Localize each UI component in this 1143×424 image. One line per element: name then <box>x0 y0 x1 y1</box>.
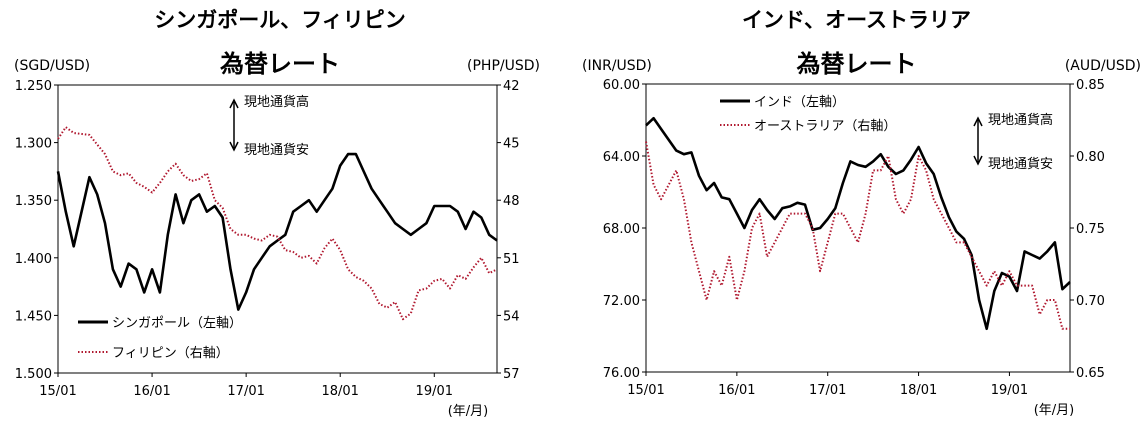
left-tick-label: 1.450 <box>15 309 52 324</box>
left-tick-label: 76.00 <box>603 366 640 381</box>
series-line-left-axis <box>56 152 498 311</box>
x-tick-label: 19/01 <box>416 384 453 399</box>
x-tick-label: 19/01 <box>991 383 1028 398</box>
right-tick-label: 42 <box>503 79 520 94</box>
left-tick-label: 1.500 <box>15 367 52 382</box>
chart-title-line1: インド、オーストラリア <box>741 8 972 32</box>
left-tick-label: 1.400 <box>15 252 52 267</box>
annotation-arrow-down-head <box>973 155 983 166</box>
chart-title-line2: 為替レート <box>796 50 917 78</box>
annotation-arrow-up-head <box>973 116 983 127</box>
chart-title-line2: 為替レート <box>220 50 340 78</box>
x-tick-label: 18/01 <box>900 383 937 398</box>
chart-svg-left: 1.250 1.300 1.350 1.400 1.450 1.500 42 45 48 51 54… <box>15 79 520 419</box>
legend-label: シンガポール（左軸） <box>112 316 242 331</box>
right-axis-unit: (PHP/USD) <box>467 58 540 74</box>
left-tick-label: 1.300 <box>15 137 52 152</box>
right-tick-label: 51 <box>503 252 520 267</box>
chart-svg-right: 60.00 64.00 68.00 72.00 76.00 0.85 0.80 0.75 0.7… <box>603 78 1105 418</box>
annotation-up-label: 現地通貨高 <box>988 112 1053 128</box>
right-axis-unit: (AUD/USD) <box>1064 58 1141 74</box>
x-tick-label: 15/01 <box>39 384 76 399</box>
x-tick-label: 16/01 <box>133 384 170 399</box>
x-tick-label: 17/01 <box>227 384 264 399</box>
left-tick-label: 1.250 <box>15 79 52 94</box>
right-tick-label: 0.80 <box>1076 150 1105 165</box>
right-tick-label: 0.70 <box>1076 294 1105 309</box>
series-line-left-axis <box>645 116 1071 331</box>
chart-title-line1: シンガポール、フィリピン <box>154 8 406 32</box>
left-tick-label: 60.00 <box>603 78 640 93</box>
left-tick-label: 1.350 <box>15 194 52 209</box>
right-tick-label: 45 <box>503 137 520 152</box>
right-tick-label: 57 <box>503 367 520 382</box>
right-tick-label: 48 <box>503 194 520 209</box>
right-tick-label: 0.85 <box>1076 78 1105 93</box>
right-tick-label: 0.65 <box>1076 366 1105 381</box>
x-axis-unit: (年/月) <box>1034 403 1075 418</box>
chart-panel-right: インド、オーストラリア 為替レート (INR/USD) (AUD/USD) 60… <box>570 0 1143 424</box>
annotation-down-label: 現地通貨安 <box>244 142 309 158</box>
x-tick-label: 15/01 <box>627 383 664 398</box>
right-tick-label: 0.75 <box>1076 222 1105 237</box>
left-tick-label: 64.00 <box>603 150 640 165</box>
annotation-up-label: 現地通貨高 <box>244 94 309 110</box>
series-line-right-axis <box>645 141 1070 330</box>
x-tick-label: 17/01 <box>809 383 846 398</box>
left-tick-label: 72.00 <box>603 294 640 309</box>
x-tick-label: 16/01 <box>718 383 755 398</box>
right-tick-label: 54 <box>503 309 520 324</box>
legend-label: フィリピン（右軸） <box>112 346 229 361</box>
chart-panel-left: シンガポール、フィリピン 為替レート (SGD/USD) (PHP/USD) 1… <box>0 0 560 424</box>
legend-label: オーストラリア（右軸） <box>754 119 896 134</box>
left-axis-unit: (INR/USD) <box>582 58 652 74</box>
plot-frame <box>57 84 498 374</box>
annotation-arrow-up-head <box>229 98 239 109</box>
x-tick-label: 18/01 <box>321 384 358 399</box>
left-axis-unit: (SGD/USD) <box>14 58 91 74</box>
x-axis-unit: (年/月) <box>448 404 489 419</box>
left-tick-label: 68.00 <box>603 222 640 237</box>
annotation-down-label: 現地通貨安 <box>988 156 1053 172</box>
annotation-arrow-down-head <box>229 141 239 152</box>
legend-label: インド（左軸） <box>754 95 845 110</box>
